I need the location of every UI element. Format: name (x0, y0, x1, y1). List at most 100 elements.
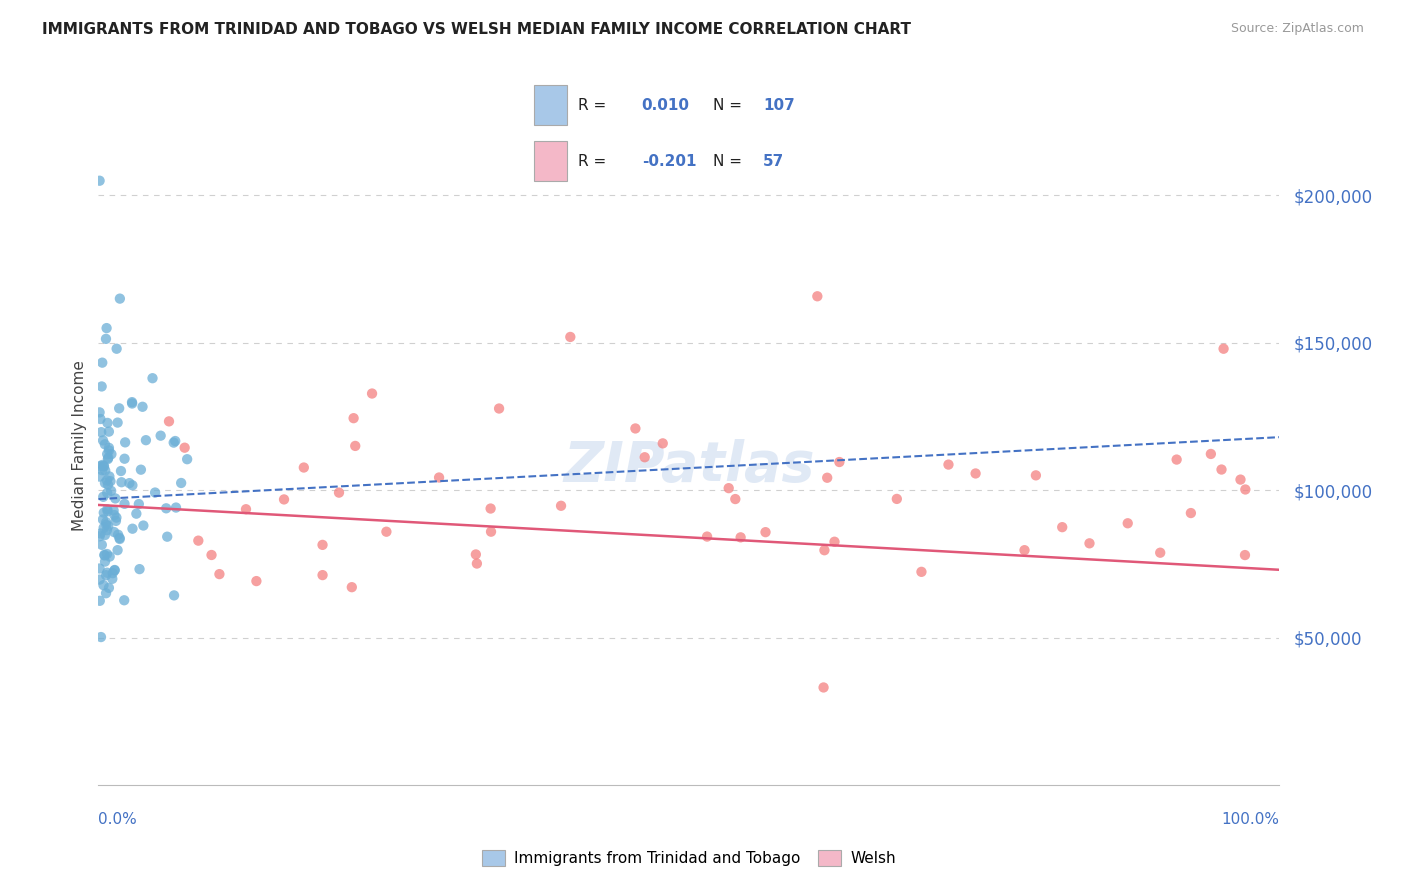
Point (94, 437, 117, 451)
Point (340, 580, 363, 594)
Point (128, 497, 150, 511)
Point (479, 524, 502, 539)
Point (1050, 520, 1073, 534)
Point (94, 555, 117, 569)
Point (361, 386, 384, 401)
Point (464, 548, 486, 562)
Point (114, 497, 136, 511)
Point (91, 463, 114, 477)
Point (96, 547, 118, 561)
Text: 57: 57 (763, 153, 785, 169)
Point (143, 485, 166, 500)
Point (696, 530, 718, 544)
Point (91, 512, 114, 526)
Point (89, 459, 111, 474)
Point (114, 435, 136, 450)
FancyBboxPatch shape (534, 85, 568, 125)
Point (98, 469, 121, 483)
Point (824, 534, 846, 549)
Point (89, 561, 111, 575)
Point (96, 474, 118, 488)
Point (96, 517, 118, 532)
Point (121, 395, 143, 409)
Point (96, 321, 118, 335)
Point (108, 531, 131, 545)
Point (97, 504, 120, 518)
Point (94, 463, 117, 477)
Point (163, 588, 186, 602)
Point (96, 523, 118, 537)
Point (103, 524, 125, 539)
Point (108, 292, 131, 306)
Point (103, 503, 125, 517)
Point (344, 439, 367, 453)
Point (235, 502, 257, 516)
Point (89, 405, 111, 419)
Point (1078, 536, 1101, 550)
FancyBboxPatch shape (534, 141, 568, 181)
Point (97, 441, 120, 455)
Point (104, 491, 127, 506)
Point (93, 548, 115, 562)
Point (89, 594, 111, 608)
Point (173, 441, 195, 455)
Point (94, 568, 117, 582)
Point (1233, 548, 1256, 562)
Point (624, 421, 647, 435)
Point (100, 447, 122, 461)
Point (886, 491, 908, 506)
Point (132, 518, 155, 533)
Point (105, 342, 128, 356)
Text: 100.0%: 100.0% (1222, 812, 1279, 827)
Point (465, 557, 488, 571)
Point (129, 463, 152, 477)
Point (1199, 447, 1222, 461)
Point (828, 455, 851, 469)
Point (1014, 543, 1036, 558)
Point (208, 567, 231, 582)
Text: N =: N = (713, 153, 741, 169)
Point (112, 593, 135, 607)
Point (165, 500, 187, 515)
Point (97, 450, 120, 465)
Point (965, 467, 987, 481)
Point (328, 485, 350, 500)
Point (97, 452, 120, 467)
Point (91, 356, 114, 370)
Point (488, 401, 510, 416)
Point (94, 528, 117, 542)
Point (91, 458, 114, 472)
Point (90, 379, 112, 393)
Point (89, 526, 111, 541)
Point (93, 506, 115, 520)
Point (96, 566, 118, 580)
Point (93, 578, 115, 592)
Point (724, 491, 747, 506)
Point (97, 477, 120, 491)
Point (273, 492, 295, 507)
Point (107, 416, 129, 430)
Point (200, 548, 222, 562)
Point (1149, 546, 1171, 560)
Point (93, 459, 115, 474)
Point (96, 486, 118, 500)
Point (813, 543, 835, 558)
Point (101, 572, 124, 586)
Text: N =: N = (713, 97, 741, 112)
Point (717, 481, 740, 495)
Point (427, 470, 450, 484)
Point (1166, 452, 1188, 467)
Point (93, 549, 115, 563)
Point (121, 396, 143, 410)
Point (110, 475, 132, 490)
Point (105, 510, 128, 524)
Point (90, 425, 112, 439)
Point (292, 460, 315, 475)
Text: 0.0%: 0.0% (98, 812, 138, 827)
Point (107, 543, 129, 558)
Point (311, 538, 333, 552)
Point (1025, 468, 1047, 483)
Point (1180, 506, 1202, 520)
Point (96, 447, 118, 461)
Point (100, 475, 122, 489)
